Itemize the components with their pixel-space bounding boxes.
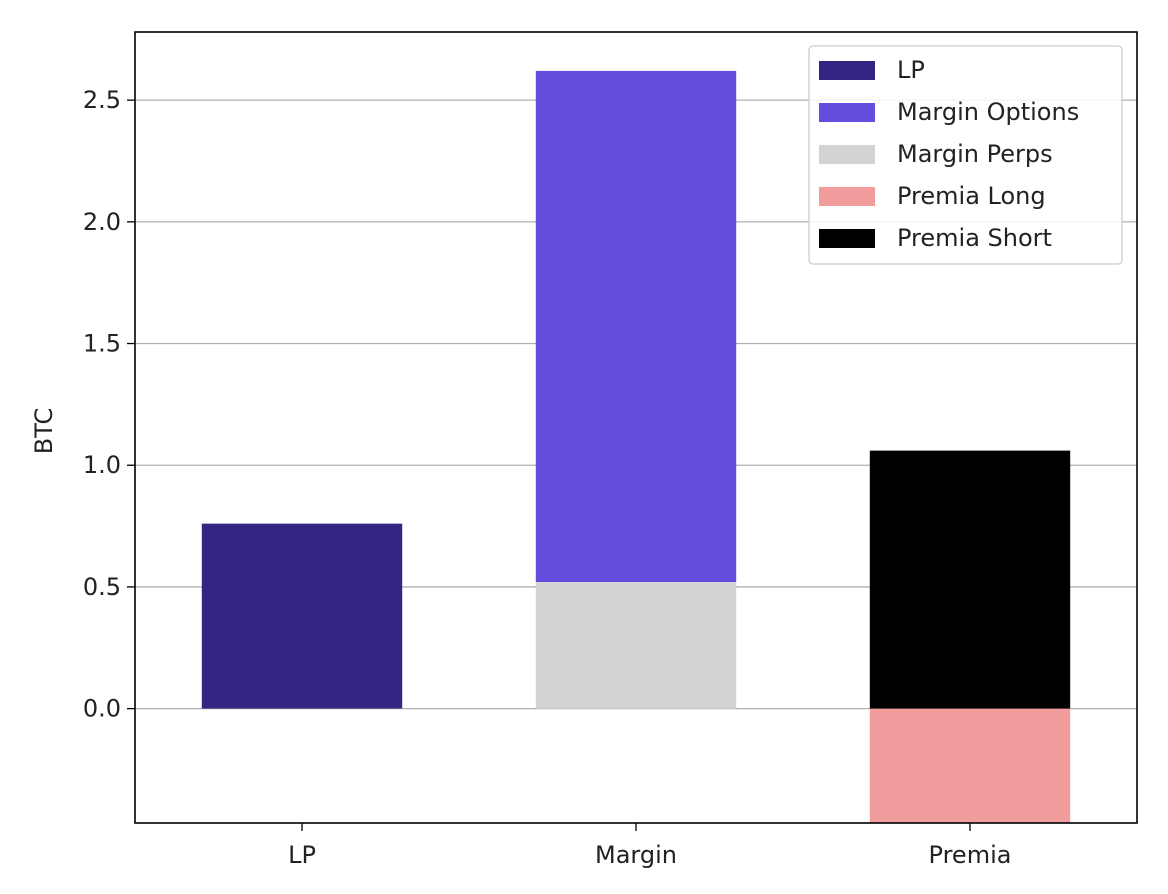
y-tick-label: 2.5 bbox=[83, 86, 121, 114]
bar-premia-premia-short bbox=[869, 450, 1071, 709]
bar-margin-margin-perps bbox=[535, 582, 737, 709]
y-tick-label: 0.5 bbox=[83, 573, 121, 601]
y-tick-label: 1.5 bbox=[83, 330, 121, 358]
y-tick-label: 1.0 bbox=[83, 451, 121, 479]
legend-label: Margin Perps bbox=[897, 140, 1053, 168]
legend-label: Margin Options bbox=[897, 98, 1079, 126]
legend-swatch bbox=[819, 103, 875, 122]
legend-label: Premia Short bbox=[897, 224, 1052, 252]
x-tick-label: Margin bbox=[595, 841, 677, 869]
y-axis-ticks: 0.0 0.5 1.0 1.5 2.0 2.5 bbox=[83, 86, 135, 723]
legend-swatch bbox=[819, 187, 875, 206]
legend-label: Premia Long bbox=[897, 182, 1046, 210]
legend-label: LP bbox=[897, 56, 925, 84]
legend: LP Margin Options Margin Perps Premia Long P… bbox=[808, 45, 1123, 265]
bars bbox=[201, 70, 1071, 823]
y-tick-label: 2.0 bbox=[83, 208, 121, 236]
legend-swatch bbox=[819, 61, 875, 80]
bar-lp-lp bbox=[201, 523, 403, 709]
bar-premia-premia-long bbox=[869, 708, 1071, 823]
y-axis-label: BTC bbox=[30, 408, 58, 454]
x-tick-label: Premia bbox=[929, 841, 1012, 869]
x-tick-label: LP bbox=[288, 841, 316, 869]
bar-margin-margin-options bbox=[535, 70, 737, 583]
y-tick-label: 0.0 bbox=[83, 695, 121, 723]
legend-swatch bbox=[819, 145, 875, 164]
x-axis-ticks: LP Margin Premia bbox=[288, 823, 1011, 869]
legend-swatch bbox=[819, 229, 875, 248]
legend-frame bbox=[808, 45, 1123, 265]
